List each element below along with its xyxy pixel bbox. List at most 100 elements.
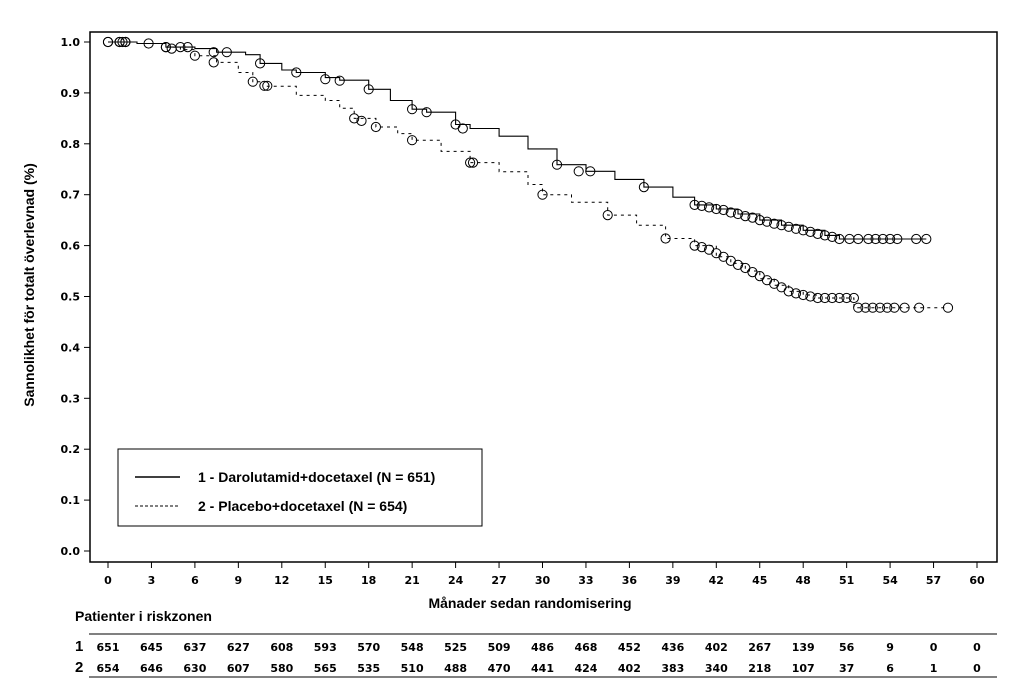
risk-value-row-1: 637 (183, 641, 206, 654)
censor-marker-series-1 (892, 233, 903, 245)
censor-marker-series-1 (143, 38, 154, 49)
censor-marker-series-2 (696, 242, 707, 253)
censor-markers (102, 36, 954, 313)
risk-value-row-2: 654 (97, 662, 120, 675)
risk-value-row-1: 548 (401, 641, 424, 654)
y-tick-label: 0.8 (61, 138, 81, 151)
risk-value-row-2: 607 (227, 662, 250, 675)
risk-value-row-1: 486 (531, 641, 554, 654)
risk-value-row-2: 630 (183, 662, 206, 675)
risk-value-row-2: 565 (314, 662, 337, 675)
x-tick-label: 54 (882, 574, 898, 587)
censor-marker-series-2 (349, 113, 360, 124)
censor-marker-series-2 (776, 282, 787, 293)
x-tick-label: 12 (274, 574, 289, 587)
y-tick-label: 0.3 (61, 392, 81, 405)
x-tick-label: 18 (361, 574, 376, 587)
risk-value-row-1: 627 (227, 641, 250, 654)
censor-marker-series-2 (805, 291, 816, 302)
y-tick-label: 0.1 (61, 494, 81, 507)
censor-marker-series-1 (421, 107, 432, 118)
x-tick-label: 42 (709, 574, 724, 587)
censor-marker-series-1 (221, 47, 232, 58)
risk-value-row-1: 267 (748, 641, 771, 654)
y-tick-label: 0.7 (61, 189, 81, 202)
censor-marker-series-1 (798, 225, 809, 236)
censor-marker-series-1 (805, 226, 816, 237)
risk-value-row-1: 452 (618, 641, 641, 654)
risk-value-row-2: 37 (839, 662, 854, 675)
risk-value-row-1: 570 (357, 641, 380, 654)
risk-value-row-2: 535 (357, 662, 380, 675)
censor-marker-series-2 (819, 292, 831, 304)
censor-marker-series-1 (175, 42, 186, 53)
censor-marker-series-2 (465, 157, 476, 168)
legend-box (117, 448, 483, 527)
censor-marker-series-2 (783, 286, 794, 297)
censor-marker-series-1 (863, 233, 874, 245)
censor-marker-series-1 (711, 203, 722, 215)
risk-value-row-2: 1 (930, 662, 938, 675)
legend-label-1: 1 - Darolutamid+docetaxel (N = 651) (198, 469, 435, 485)
censor-marker-series-2 (860, 302, 871, 313)
censor-marker-series-2 (537, 189, 548, 200)
censor-marker-series-2 (407, 135, 418, 146)
x-tick-label: 48 (796, 574, 811, 587)
risk-value-row-1: 0 (930, 641, 938, 654)
curve-series-2 (108, 41, 948, 309)
risk-value-row-2: 488 (444, 662, 467, 675)
censor-marker-series-1 (870, 233, 881, 245)
censor-marker-series-1 (885, 233, 896, 245)
x-tick-label: 21 (404, 574, 419, 587)
censor-marker-series-2 (247, 76, 258, 87)
risk-values: 651 645 637 627 608 593 570 548 525 509 486 468 452 4… (97, 641, 982, 675)
censor-marker-series-2 (942, 302, 954, 313)
risk-value-row-1: 9 (886, 641, 894, 654)
censor-marker-series-1 (877, 233, 889, 245)
x-tick-label: 45 (752, 574, 767, 587)
censor-marker-series-1 (747, 212, 758, 223)
censor-marker-series-1 (457, 123, 468, 134)
x-axis: 0 3 6 9 12 15 18 21 24 27 30 33 36 39 42 45 48 51 54 57 60 (104, 562, 985, 587)
censor-marker-series-2 (356, 115, 367, 127)
risk-value-row-1: 0 (973, 641, 981, 654)
y-tick-label: 0.4 (61, 341, 81, 354)
censor-marker-series-1 (740, 211, 751, 222)
censor-marker-series-2 (841, 292, 852, 304)
risk-value-row-2: 402 (618, 662, 641, 675)
censor-marker-series-1 (769, 218, 780, 229)
risk-value-row-2: 107 (792, 662, 815, 675)
censor-marker-series-1 (573, 166, 584, 177)
censor-marker-series-2 (120, 36, 131, 48)
risk-value-row-2: 470 (488, 662, 511, 675)
censor-marker-series-2 (853, 302, 864, 313)
censor-marker-series-2 (732, 259, 744, 270)
risk-value-row-1: 436 (661, 641, 684, 654)
risk-table-title: Patienter i riskzonen (75, 608, 212, 624)
censor-marker-series-1 (834, 233, 845, 245)
y-tick-label: 0.0 (61, 545, 81, 558)
x-tick-label: 36 (622, 574, 638, 587)
risk-value-row-1: 651 (97, 641, 120, 654)
risk-value-row-2: 6 (886, 662, 894, 675)
y-axis-title: Sannolikhet för totalt överlevnad (%) (21, 163, 37, 406)
risk-value-row-1: 593 (314, 641, 337, 654)
censor-marker-series-2 (689, 240, 700, 251)
censor-marker-series-1 (291, 67, 302, 78)
x-tick-label: 0 (104, 574, 112, 587)
censor-marker-series-2 (812, 292, 823, 304)
censor-marker-series-2 (798, 289, 809, 301)
censor-marker-series-1 (689, 199, 700, 210)
x-tick-label: 30 (535, 574, 551, 587)
censor-marker-series-1 (754, 215, 765, 226)
censor-marker-series-1 (638, 182, 650, 193)
censor-marker-series-1 (921, 233, 932, 245)
censor-marker-series-1 (334, 75, 345, 86)
censor-marker-series-2 (761, 275, 773, 286)
censor-marker-series-1 (166, 43, 177, 54)
censor-marker-series-1 (718, 204, 729, 216)
risk-value-row-1: 525 (444, 641, 467, 654)
x-axis-title: Månader sedan randomisering (428, 595, 631, 611)
censor-marker-series-2 (189, 50, 200, 61)
censor-marker-series-2 (262, 80, 273, 91)
